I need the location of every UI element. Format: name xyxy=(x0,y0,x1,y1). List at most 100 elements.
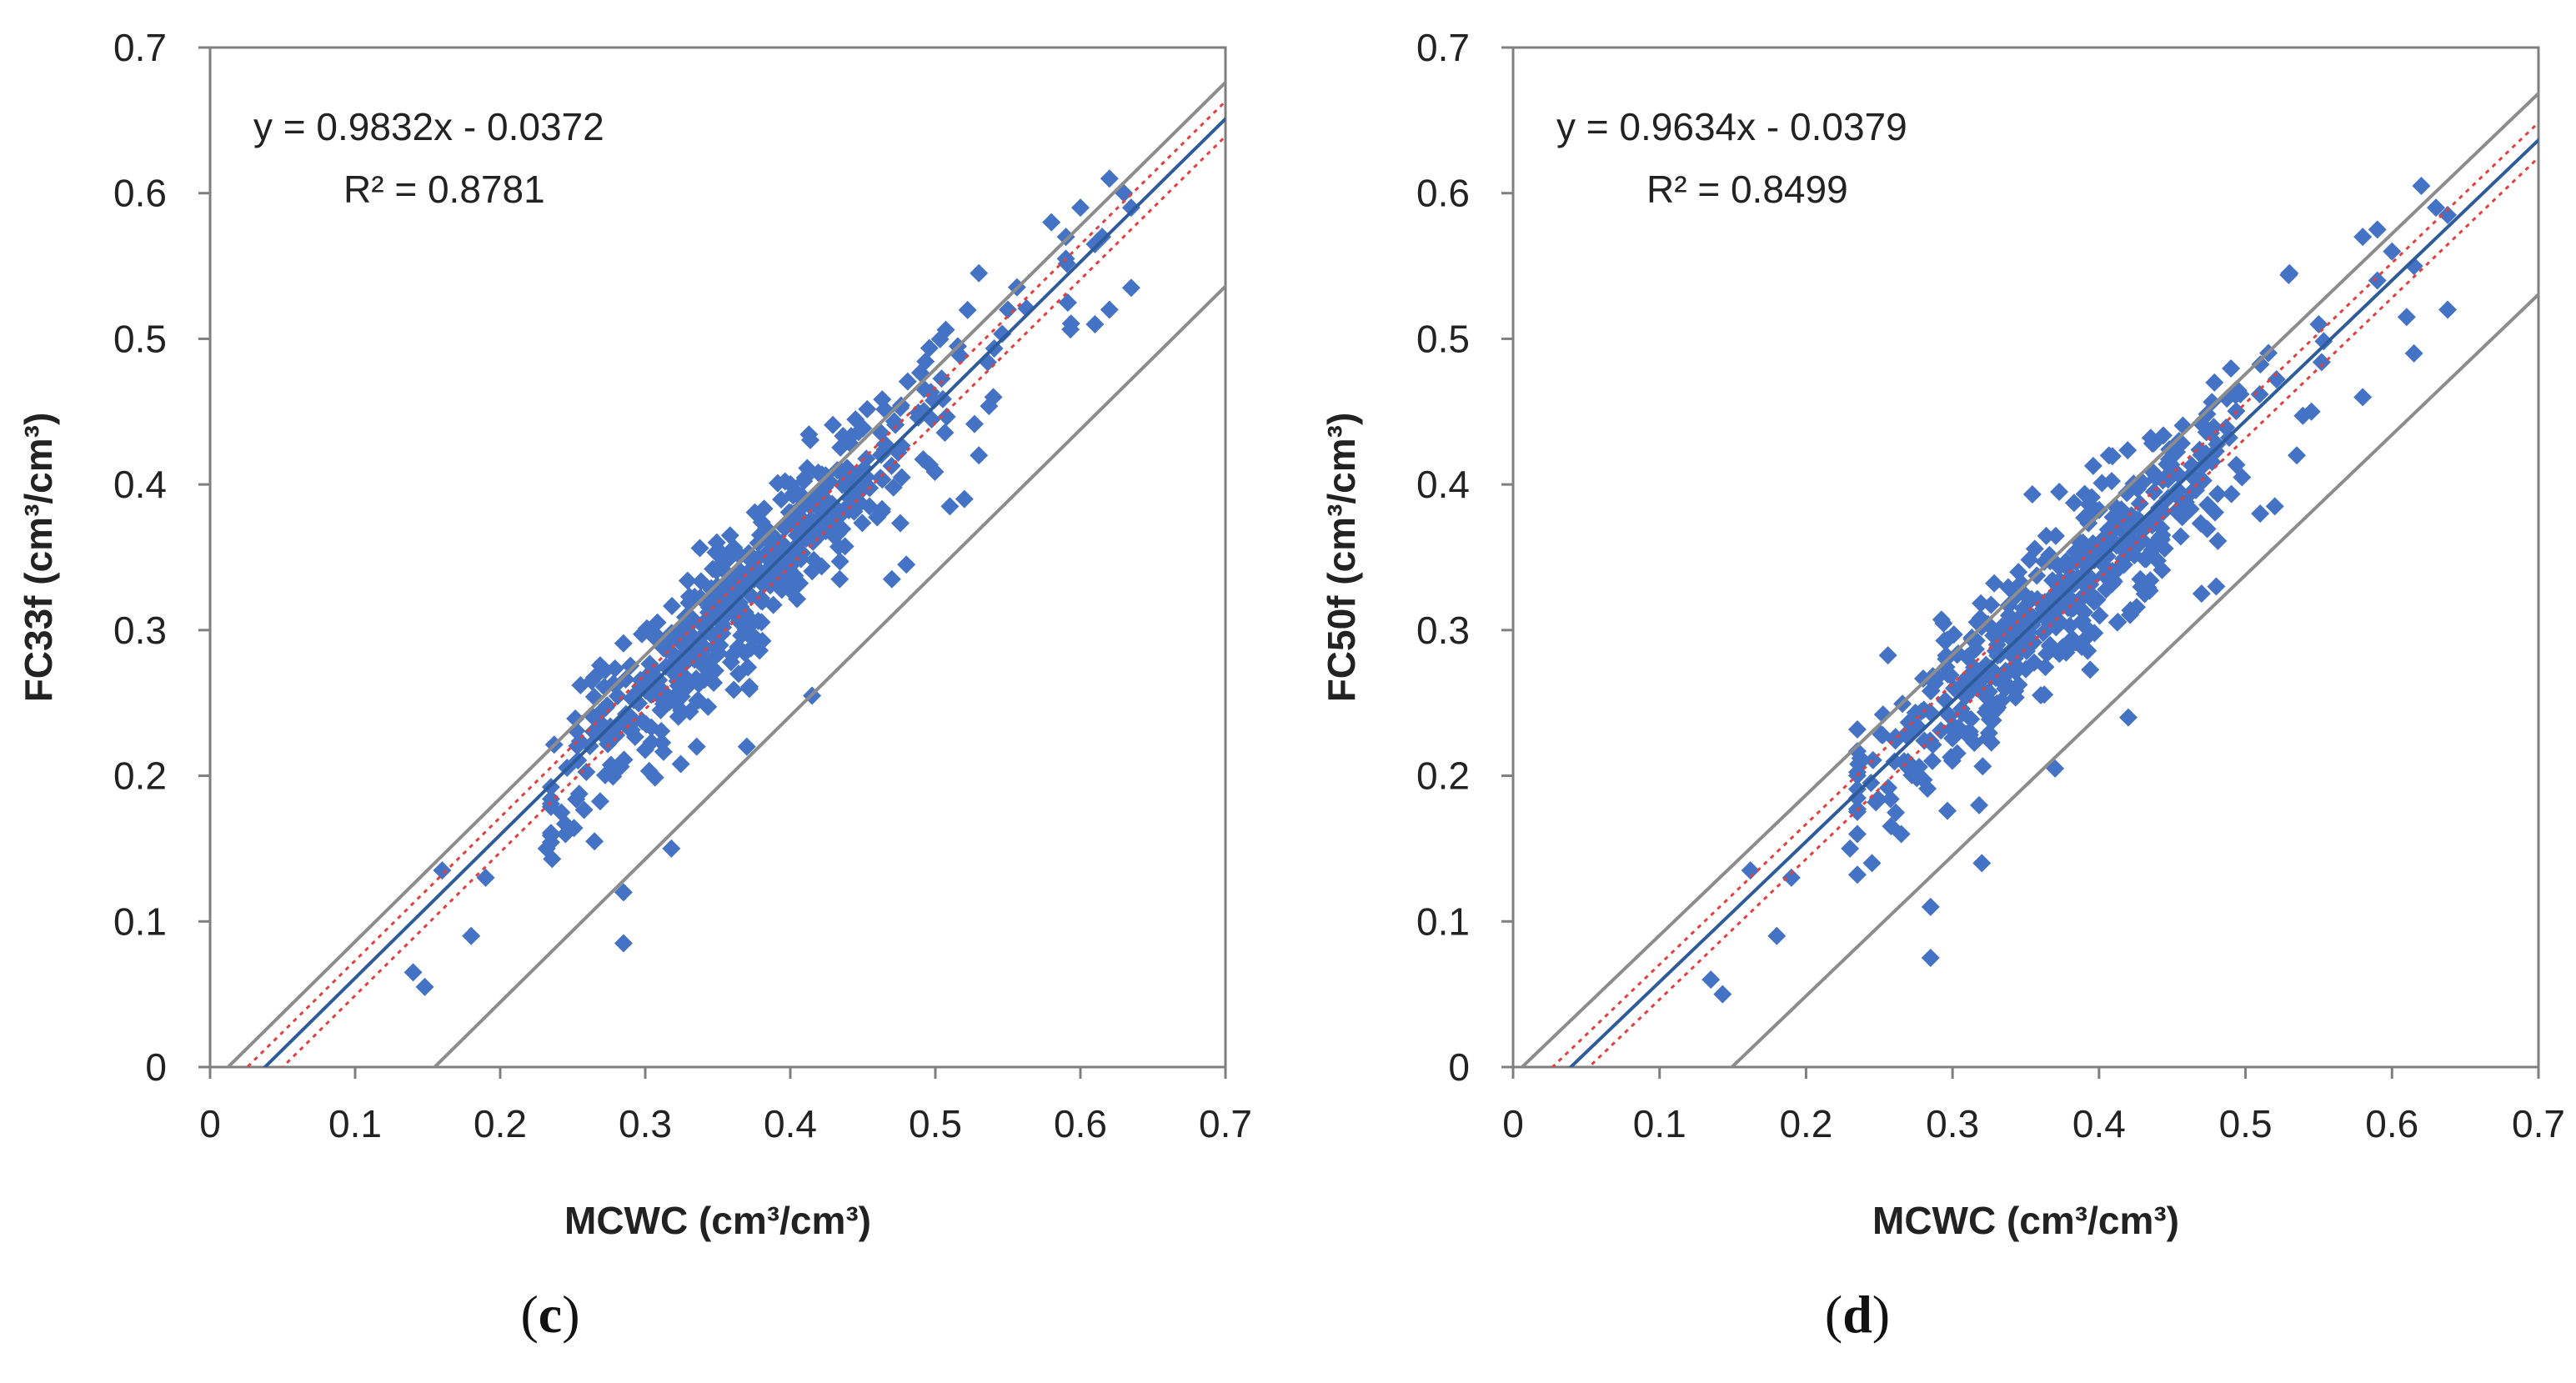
data-point xyxy=(1093,228,1112,247)
data-point xyxy=(1100,169,1119,188)
data-point xyxy=(2154,502,2173,521)
data-point xyxy=(2035,552,2054,571)
data-point xyxy=(804,550,824,569)
panel-label-c-letter: c xyxy=(538,1285,563,1344)
data-point xyxy=(1949,644,1968,663)
panel-label-d: (d) xyxy=(1824,1285,1891,1344)
data-point xyxy=(1892,824,1911,844)
data-point xyxy=(782,582,801,601)
data-point xyxy=(1841,839,1860,858)
data-point xyxy=(2202,423,2221,443)
data-point xyxy=(1847,719,1867,739)
data-point xyxy=(727,594,746,614)
data-point xyxy=(2090,606,2109,625)
data-point xyxy=(824,415,843,434)
data-point xyxy=(1071,198,1090,218)
data-point xyxy=(476,868,495,887)
data-point xyxy=(2020,550,2039,569)
data-point xyxy=(2438,205,2458,224)
data-point xyxy=(2009,563,2028,582)
data-point xyxy=(2045,552,2064,571)
data-point xyxy=(890,514,910,533)
data-point xyxy=(993,324,1012,343)
data-point xyxy=(1887,803,1906,822)
data-point xyxy=(663,597,682,616)
y-tick-label: 0.5 xyxy=(1416,317,1470,360)
panel-c: 0 0.1 0.2 0.3 0.4 0.5 0.6 0.7 0 0.1 0.2 0.3 0.4 0.5 0.… xyxy=(17,26,1252,1344)
data-point xyxy=(1847,865,1867,884)
data-point xyxy=(678,571,697,590)
data-point xyxy=(2265,497,2284,516)
data-point xyxy=(1121,278,1140,298)
data-point xyxy=(1937,801,1957,820)
data-point xyxy=(2075,603,2094,622)
data-point xyxy=(2119,708,2137,727)
panel-d: 0 0.1 0.2 0.3 0.4 0.5 0.6 0.7 0 0.1 0.2 0.3 0.4 0.5 0.… xyxy=(1288,0,2576,1383)
data-point xyxy=(729,664,748,684)
data-point xyxy=(433,861,452,880)
data-point xyxy=(2383,242,2402,261)
x-tick-label: 0 xyxy=(1502,1102,1524,1145)
data-point xyxy=(970,263,989,283)
data-point xyxy=(937,407,956,426)
data-point xyxy=(622,720,641,739)
data-point xyxy=(1999,596,2018,615)
data-point xyxy=(2141,428,2160,448)
data-point xyxy=(2107,613,2127,632)
data-point xyxy=(614,883,633,902)
x-tick-label: 0.4 xyxy=(764,1102,817,1145)
data-point xyxy=(639,761,659,780)
data-point xyxy=(2062,567,2081,586)
data-point xyxy=(857,468,876,487)
data-point xyxy=(2035,685,2054,704)
data-point xyxy=(2024,633,2043,652)
data-point xyxy=(2082,569,2102,589)
data-point xyxy=(2412,176,2431,195)
y-axis-title: FC50f (cm³/cm³) xyxy=(1320,413,1363,703)
data-point xyxy=(2127,598,2146,617)
data-point xyxy=(1937,630,1957,649)
data-point xyxy=(714,549,734,568)
data-point xyxy=(2207,577,2226,596)
data-point xyxy=(2155,539,2174,559)
x-tick-label: 0.2 xyxy=(1779,1102,1832,1145)
data-point xyxy=(1922,681,1941,700)
data-point xyxy=(940,497,960,516)
data-point xyxy=(652,689,671,709)
data-point xyxy=(730,609,749,629)
data-point xyxy=(644,659,664,679)
data-point xyxy=(2302,402,2321,421)
data-point xyxy=(775,472,794,491)
data-point xyxy=(1847,824,1867,844)
data-point xyxy=(1944,679,1963,698)
data-point xyxy=(2089,500,2108,519)
data-point xyxy=(1912,702,1931,721)
data-point xyxy=(824,511,844,530)
y-tick-label: 0.5 xyxy=(113,317,167,360)
data-point xyxy=(2198,519,2217,539)
data-point xyxy=(984,388,1003,407)
data-point xyxy=(884,478,903,497)
data-point xyxy=(568,736,587,755)
prediction-bound-line xyxy=(1729,292,2538,1067)
data-point xyxy=(1960,722,1979,741)
data-point xyxy=(833,475,852,494)
data-point xyxy=(1972,594,1991,613)
data-point xyxy=(695,670,714,689)
data-point xyxy=(754,499,774,519)
data-point xyxy=(1862,774,1881,793)
data-point xyxy=(1996,661,2015,680)
data-point xyxy=(1100,300,1119,319)
data-point xyxy=(1972,854,1992,873)
data-point xyxy=(806,529,825,549)
y-tick-label: 0.1 xyxy=(113,899,167,943)
data-point xyxy=(2438,300,2458,319)
data-point xyxy=(2049,611,2068,630)
data-point xyxy=(585,668,604,687)
data-point xyxy=(2041,635,2060,654)
data-point xyxy=(2190,440,2209,459)
data-point xyxy=(707,561,726,580)
data-point xyxy=(1862,854,1882,873)
data-point xyxy=(2293,406,2313,425)
data-point xyxy=(2190,471,2209,490)
